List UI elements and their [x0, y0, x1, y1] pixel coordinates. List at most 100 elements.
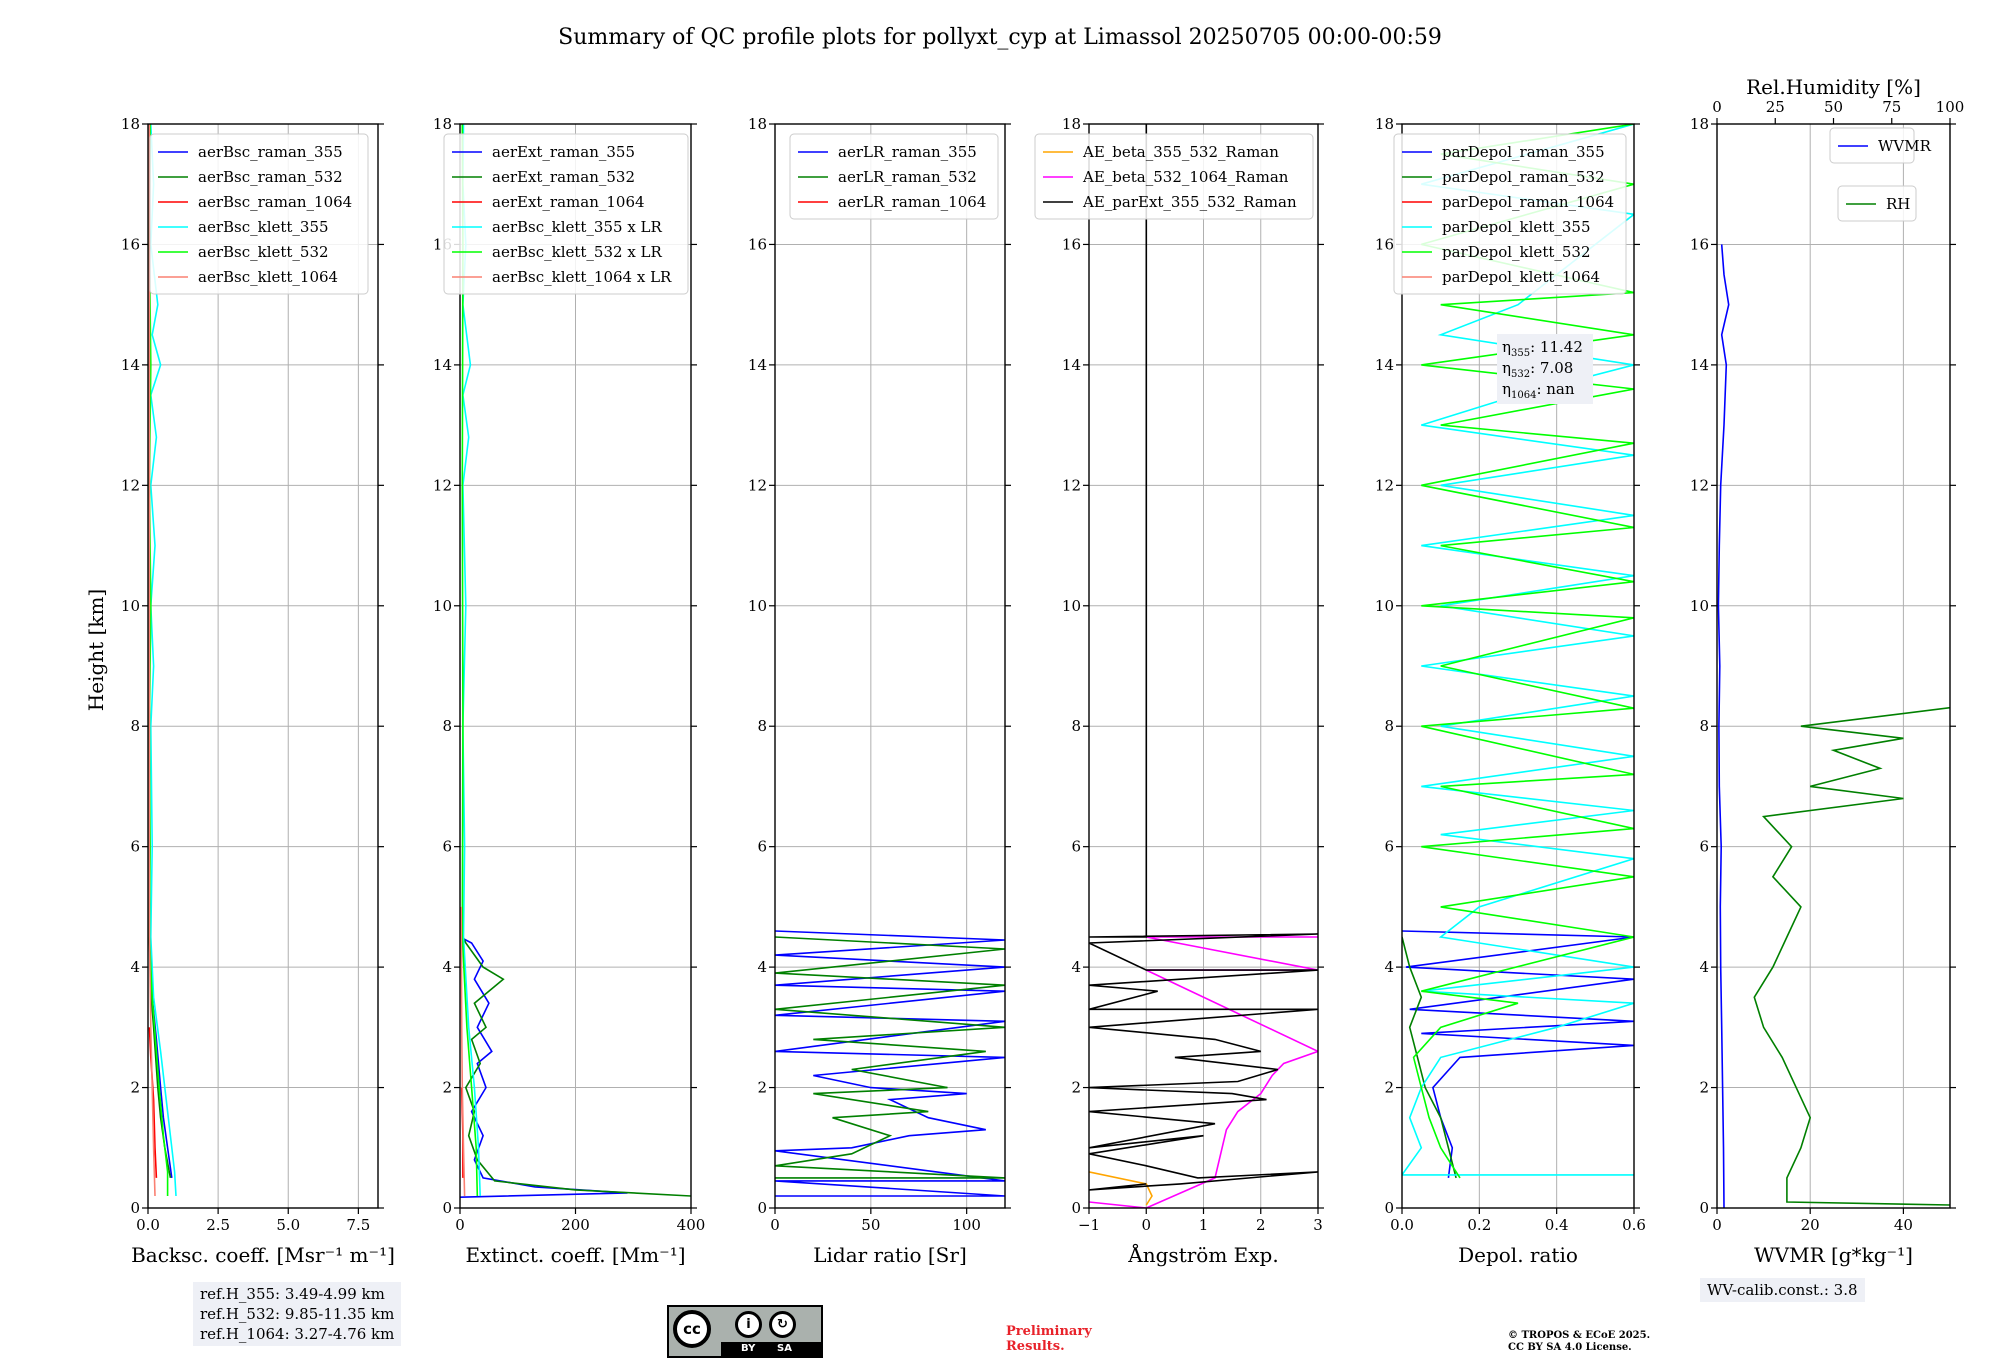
- ytick-label: 0: [130, 1199, 140, 1217]
- xtick-label: 2: [1256, 1216, 1266, 1234]
- copyright-line-1: © TROPOS & ECoE 2025.: [1508, 1330, 1651, 1341]
- xtick-label: 1: [1199, 1216, 1209, 1234]
- xtick-label: 0.6: [1622, 1216, 1646, 1234]
- license-bar: BY SA: [721, 1342, 821, 1356]
- x-axis-label: WVMR [g*kg⁻¹]: [1754, 1243, 1913, 1267]
- ytick-label: 6: [1699, 838, 1709, 856]
- legend-frame: [443, 133, 689, 295]
- xtick-label: 40: [1894, 1216, 1913, 1234]
- ytick-label: 16: [1690, 235, 1709, 253]
- preliminary-line-1: Preliminary: [1006, 1324, 1092, 1339]
- share-alike-icon: ↻: [769, 1311, 796, 1338]
- xtick-label: 20: [1801, 1216, 1820, 1234]
- cc-by-sa-badge: cc i ↻ BY SA: [667, 1305, 823, 1358]
- ytick-label: 10: [1375, 597, 1394, 615]
- x-axis-label: Backsc. coeff. [Msr⁻¹ m⁻¹]: [131, 1243, 395, 1267]
- legend-label: WVMR: [1878, 137, 1932, 155]
- ytick-label: 18: [121, 115, 140, 133]
- ytick-label: 2: [130, 1079, 140, 1097]
- xtick-label: 0: [770, 1216, 780, 1234]
- x-axis-label: Extinct. coeff. [Mm⁻¹]: [465, 1243, 685, 1267]
- license-by-text: BY: [741, 1343, 756, 1354]
- series-AE_beta_532_1064_Raman: [1089, 936, 1318, 1208]
- legend-label: aerExt_raman_532: [492, 168, 635, 186]
- legend-label: parDepol_raman_532: [1442, 168, 1605, 186]
- top-xtick-label: 0: [1712, 98, 1722, 116]
- y-axis-label: Height [km]: [84, 589, 108, 711]
- legend-label: parDepol_raman_1064: [1442, 193, 1614, 211]
- ytick-label: 14: [121, 356, 140, 374]
- panel-depol: 0 2 4 6 8 10 12 14 16 18 0.0 0.2 0.4 0.6 Depol. ratio p…: [1375, 115, 1646, 1267]
- ytick-label: 8: [1071, 717, 1081, 735]
- legend-lidar_ratio: aerLR_raman_355 aerLR_raman_532 aerLR_rama…: [789, 133, 999, 220]
- ytick-label: 14: [748, 356, 767, 374]
- legend-label: aerBsc_klett_1064 x LR: [492, 268, 672, 286]
- ytick-label: 0: [1384, 1199, 1394, 1217]
- xtick-label: 200: [561, 1216, 590, 1234]
- panel-lidar_ratio: 0 2 4 6 8 10 12 14 16 18 0 50 100 Lidar ratio [Sr] aer…: [748, 115, 1011, 1267]
- legend-label: aerBsc_klett_355: [198, 218, 329, 236]
- top-xtick-label: 25: [1766, 98, 1785, 116]
- ytick-label: 14: [433, 356, 452, 374]
- ytick-label: 16: [1062, 235, 1081, 253]
- legend-frame: [1393, 133, 1627, 295]
- xtick-label: 0.0: [136, 1216, 160, 1234]
- series-aerExt_raman_355: [460, 936, 628, 1198]
- ytick-label: 4: [442, 958, 452, 976]
- legend-label: parDepol_klett_532: [1442, 243, 1591, 261]
- ytick-label: 2: [757, 1079, 767, 1097]
- ytick-label: 10: [1690, 597, 1709, 615]
- ytick-label: 6: [442, 838, 452, 856]
- ytick-label: 2: [1699, 1079, 1709, 1097]
- ytick-label: 4: [1071, 958, 1081, 976]
- ytick-label: 12: [1690, 476, 1709, 494]
- legend-label: parDepol_raman_355: [1442, 143, 1605, 161]
- ytick-label: 18: [1690, 115, 1709, 133]
- legend-label: aerBsc_raman_532: [198, 168, 343, 186]
- ytick-label: 12: [748, 476, 767, 494]
- legend-frame: [149, 133, 369, 295]
- legend-label: parDepol_klett_355: [1442, 218, 1591, 236]
- ytick-label: 10: [1062, 597, 1081, 615]
- xtick-label: 0: [1141, 1216, 1151, 1234]
- ytick-label: 4: [1384, 958, 1394, 976]
- ytick-label: 8: [757, 717, 767, 735]
- xtick-label: 50: [861, 1216, 880, 1234]
- series-parDepol_raman_355: [1402, 930, 1634, 1179]
- ref-height-1064: ref.H_1064: 3.27-4.76 km: [200, 1325, 395, 1343]
- series-WVMR: [1717, 244, 1730, 1208]
- legend-label: aerLR_raman_532: [838, 168, 977, 186]
- preliminary-notice: Preliminary Results.: [1006, 1324, 1092, 1354]
- legend-label: aerExt_raman_1064: [492, 193, 645, 211]
- legend-frame: [1034, 133, 1314, 220]
- ytick-label: 12: [433, 476, 452, 494]
- ytick-label: 4: [1699, 958, 1709, 976]
- eta-box: [1497, 334, 1593, 404]
- ytick-label: 0: [1699, 1199, 1709, 1217]
- legend-label: aerLR_raman_355: [838, 143, 977, 161]
- ytick-label: 10: [121, 597, 140, 615]
- top-xtick-label: 75: [1882, 98, 1901, 116]
- ytick-label: 18: [1062, 115, 1081, 133]
- series-aerBsc_raman_1064: [148, 1027, 158, 1178]
- ytick-label: 10: [748, 597, 767, 615]
- series-aerLR_raman_355: [775, 930, 1005, 1197]
- ytick-label: 14: [1375, 356, 1394, 374]
- ytick-label: 6: [1384, 838, 1394, 856]
- attribution-icon: i: [735, 1311, 762, 1338]
- ytick-label: 0: [757, 1199, 767, 1217]
- axes-frame: [1401, 123, 1635, 1209]
- ytick-label: 18: [1375, 115, 1394, 133]
- legend-angstrom: AE_beta_355_532_Raman AE_beta_532_1064_Ra…: [1034, 133, 1314, 220]
- reference-height-box: ref.H_355: 3.49-4.99 km ref.H_532: 9.85-…: [193, 1282, 402, 1346]
- ytick-label: 4: [757, 958, 767, 976]
- ref-height-532: ref.H_532: 9.85-11.35 km: [200, 1305, 395, 1323]
- legend-label: aerExt_raman_355: [492, 143, 635, 161]
- top-x-axis-label: Rel.Humidity [%]: [1746, 75, 1921, 99]
- xtick-label: 0.2: [1467, 1216, 1491, 1234]
- legend-label: RH: [1886, 195, 1910, 213]
- x-axis-label: Ångström Exp.: [1127, 1242, 1278, 1267]
